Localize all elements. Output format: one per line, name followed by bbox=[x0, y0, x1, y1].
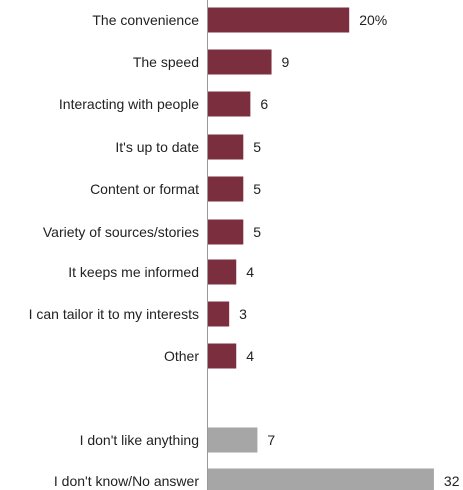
data-label: 32 bbox=[444, 473, 460, 489]
bar bbox=[208, 134, 244, 160]
data-label: 20% bbox=[359, 12, 387, 28]
bar bbox=[208, 219, 244, 245]
category-label: It's up to date bbox=[115, 139, 199, 155]
bars-layer: The convenience 20% The speed 9 Interacting … bbox=[29, 7, 460, 490]
bar bbox=[208, 468, 434, 490]
data-label: 3 bbox=[239, 306, 247, 322]
data-label: 6 bbox=[260, 96, 268, 112]
bar bbox=[208, 49, 272, 75]
data-label: 7 bbox=[267, 432, 275, 448]
category-label: It keeps me informed bbox=[68, 264, 199, 280]
category-label: I don't know/No answer bbox=[54, 473, 199, 489]
category-label: Other bbox=[164, 348, 199, 364]
bar bbox=[208, 259, 237, 285]
bar bbox=[208, 343, 237, 369]
bar bbox=[208, 91, 251, 117]
category-label: Interacting with people bbox=[59, 96, 199, 112]
data-label: 5 bbox=[253, 224, 261, 240]
category-label: The convenience bbox=[92, 12, 199, 28]
category-label: Content or format bbox=[90, 181, 199, 197]
bar bbox=[208, 427, 258, 453]
category-label: I can tailor it to my interests bbox=[29, 306, 199, 322]
data-label: 5 bbox=[253, 181, 261, 197]
data-label: 4 bbox=[246, 264, 254, 280]
data-label: 4 bbox=[246, 348, 254, 364]
bar bbox=[208, 301, 230, 327]
bar bbox=[208, 176, 244, 202]
category-label: I don't like anything bbox=[80, 432, 199, 448]
data-label: 9 bbox=[282, 54, 290, 70]
bar bbox=[208, 7, 350, 33]
data-label: 5 bbox=[253, 139, 261, 155]
category-label: The speed bbox=[133, 54, 199, 70]
category-label: Variety of sources/stories bbox=[43, 224, 199, 240]
